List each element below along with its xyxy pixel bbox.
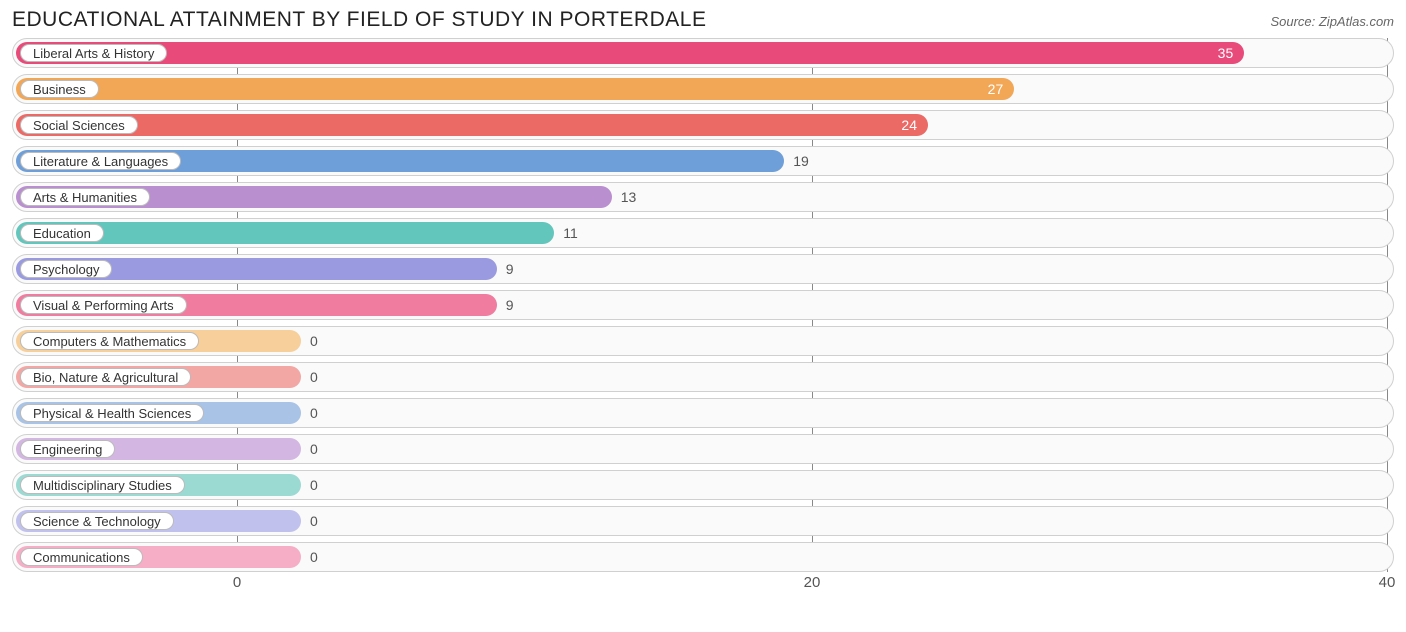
bar-value: 0: [310, 543, 318, 571]
bar-label-pill: Multidisciplinary Studies: [20, 476, 185, 494]
bar-row: Literature & Languages 19: [12, 146, 1394, 176]
x-axis-tick-label: 0: [233, 574, 241, 591]
bar-row: Multidisciplinary Studies 0: [12, 470, 1394, 500]
bars-container: Liberal Arts & History 35 Business 27 Social…: [12, 38, 1394, 572]
bar-row: Bio, Nature & Agricultural 0: [12, 362, 1394, 392]
bar-value: 0: [310, 399, 318, 427]
bar-fill: [16, 114, 928, 136]
bar-value: 0: [310, 471, 318, 499]
bar-value: 0: [310, 507, 318, 535]
bar-label-pill: Engineering: [20, 440, 115, 458]
bar-value: 35: [1218, 39, 1234, 67]
bar-row: Social Sciences 24: [12, 110, 1394, 140]
bar-row: Computers & Mathematics 0: [12, 326, 1394, 356]
bar-row: Liberal Arts & History 35: [12, 38, 1394, 68]
bar-fill: [16, 78, 1014, 100]
bar-label-pill: Liberal Arts & History: [20, 44, 167, 62]
bar-value: 27: [988, 75, 1004, 103]
chart-header: EDUCATIONAL ATTAINMENT BY FIELD OF STUDY…: [12, 8, 1394, 32]
bar-label-pill: Education: [20, 224, 104, 242]
bar-label-pill: Social Sciences: [20, 116, 138, 134]
bar-value: 9: [506, 291, 514, 319]
bar-value: 19: [793, 147, 809, 175]
bar-value: 0: [310, 435, 318, 463]
chart-title: EDUCATIONAL ATTAINMENT BY FIELD OF STUDY…: [12, 8, 706, 32]
bar-label-pill: Science & Technology: [20, 512, 174, 530]
bar-value: 24: [901, 111, 917, 139]
bar-value: 0: [310, 363, 318, 391]
chart-source: Source: ZipAtlas.com: [1270, 14, 1394, 29]
bar-row: Arts & Humanities 13: [12, 182, 1394, 212]
bar-row: Psychology 9: [12, 254, 1394, 284]
bar-value: 0: [310, 327, 318, 355]
bar-label-pill: Arts & Humanities: [20, 188, 150, 206]
bar-label-pill: Bio, Nature & Agricultural: [20, 368, 191, 386]
bar-row: Education 11: [12, 218, 1394, 248]
bar-label-pill: Psychology: [20, 260, 112, 278]
bar-label-pill: Physical & Health Sciences: [20, 404, 204, 422]
bar-row: Business 27: [12, 74, 1394, 104]
bar-row: Science & Technology 0: [12, 506, 1394, 536]
bar-label-pill: Literature & Languages: [20, 152, 181, 170]
x-axis-tick-label: 20: [804, 574, 821, 591]
bar-fill: [16, 42, 1244, 64]
bar-value: 9: [506, 255, 514, 283]
bar-label-pill: Computers & Mathematics: [20, 332, 199, 350]
bar-label-pill: Business: [20, 80, 99, 98]
bar-row: Engineering 0: [12, 434, 1394, 464]
chart-area: Liberal Arts & History 35 Business 27 Social…: [12, 38, 1394, 598]
x-axis-tick-label: 40: [1379, 574, 1396, 591]
x-axis-labels: 0 20 40: [12, 574, 1394, 598]
bar-row: Physical & Health Sciences 0: [12, 398, 1394, 428]
bar-value: 13: [621, 183, 637, 211]
bar-value: 11: [563, 219, 578, 247]
bar-row: Communications 0: [12, 542, 1394, 572]
bar-label-pill: Visual & Performing Arts: [20, 296, 187, 314]
bar-label-pill: Communications: [20, 548, 143, 566]
bar-row: Visual & Performing Arts 9: [12, 290, 1394, 320]
